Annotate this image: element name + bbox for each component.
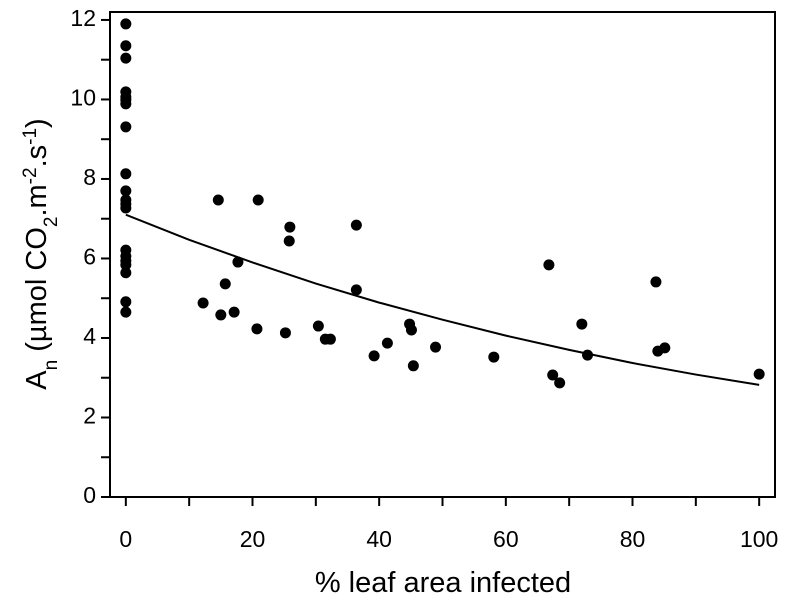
y-axis-label-part: -1 (20, 128, 41, 145)
data-point (212, 194, 224, 206)
data-point (120, 18, 132, 30)
data-point (120, 52, 132, 64)
fit-line (125, 213, 760, 386)
y-axis-label-part: .s (21, 145, 53, 168)
x-tick-label: 40 (366, 526, 392, 552)
data-point (232, 256, 244, 268)
data-point (279, 327, 291, 339)
data-point (350, 284, 362, 296)
y-tick-label: 10 (70, 85, 96, 111)
x-tick-label: 20 (240, 526, 266, 552)
data-point (215, 309, 227, 321)
data-point (547, 369, 559, 381)
data-point (120, 185, 132, 197)
data-point (312, 320, 324, 332)
data-point (197, 297, 209, 309)
data-point (120, 306, 132, 318)
y-tick-label: 4 (83, 323, 96, 349)
data-point (554, 377, 566, 389)
y-tick-label: 8 (83, 164, 96, 190)
y-axis-label-part: ) (21, 118, 53, 128)
y-axis-label-part: .m (21, 184, 53, 216)
data-point (120, 168, 132, 180)
plot-frame (109, 11, 776, 498)
data-point (120, 40, 132, 52)
data-point (753, 368, 765, 380)
data-point (430, 341, 442, 353)
data-point (284, 221, 296, 233)
data-point (120, 267, 132, 279)
x-axis-label: % leaf area infected (315, 567, 571, 599)
x-tick-label: 0 (119, 526, 132, 552)
data-point (228, 306, 240, 318)
x-tick-label: 80 (620, 526, 646, 552)
data-point (650, 276, 662, 288)
data-point (659, 342, 671, 354)
y-tick-label: 6 (83, 244, 96, 270)
data-point (120, 121, 132, 133)
y-axis-label-part: -2 (20, 167, 41, 184)
y-axis-label-part: 2 (41, 217, 62, 228)
y-axis-label-part: A (21, 370, 53, 390)
x-tick-label: 100 (740, 526, 778, 552)
y-tick-label: 2 (83, 403, 96, 429)
data-point (407, 360, 419, 372)
data-point (283, 235, 295, 247)
data-point (576, 318, 588, 330)
data-point (350, 219, 362, 231)
data-point (120, 259, 132, 271)
data-point (252, 194, 264, 206)
x-tick-label: 60 (493, 526, 519, 552)
data-point (381, 337, 393, 349)
y-axis-label-part: (µmol CO (21, 227, 53, 360)
data-point (120, 98, 132, 110)
data-point (488, 351, 500, 363)
data-point (120, 202, 132, 214)
data-point (543, 259, 555, 271)
y-tick-label: 0 (83, 482, 96, 508)
data-point (251, 323, 263, 335)
data-point (324, 333, 336, 345)
y-axis-label: An (µmol CO2.m-2.s-1) (20, 118, 62, 389)
y-tick-label: 12 (70, 5, 96, 31)
data-point (219, 278, 231, 290)
data-point (405, 324, 417, 336)
data-point (368, 350, 380, 362)
y-axis-label-part: n (41, 360, 62, 371)
data-point (120, 296, 132, 308)
